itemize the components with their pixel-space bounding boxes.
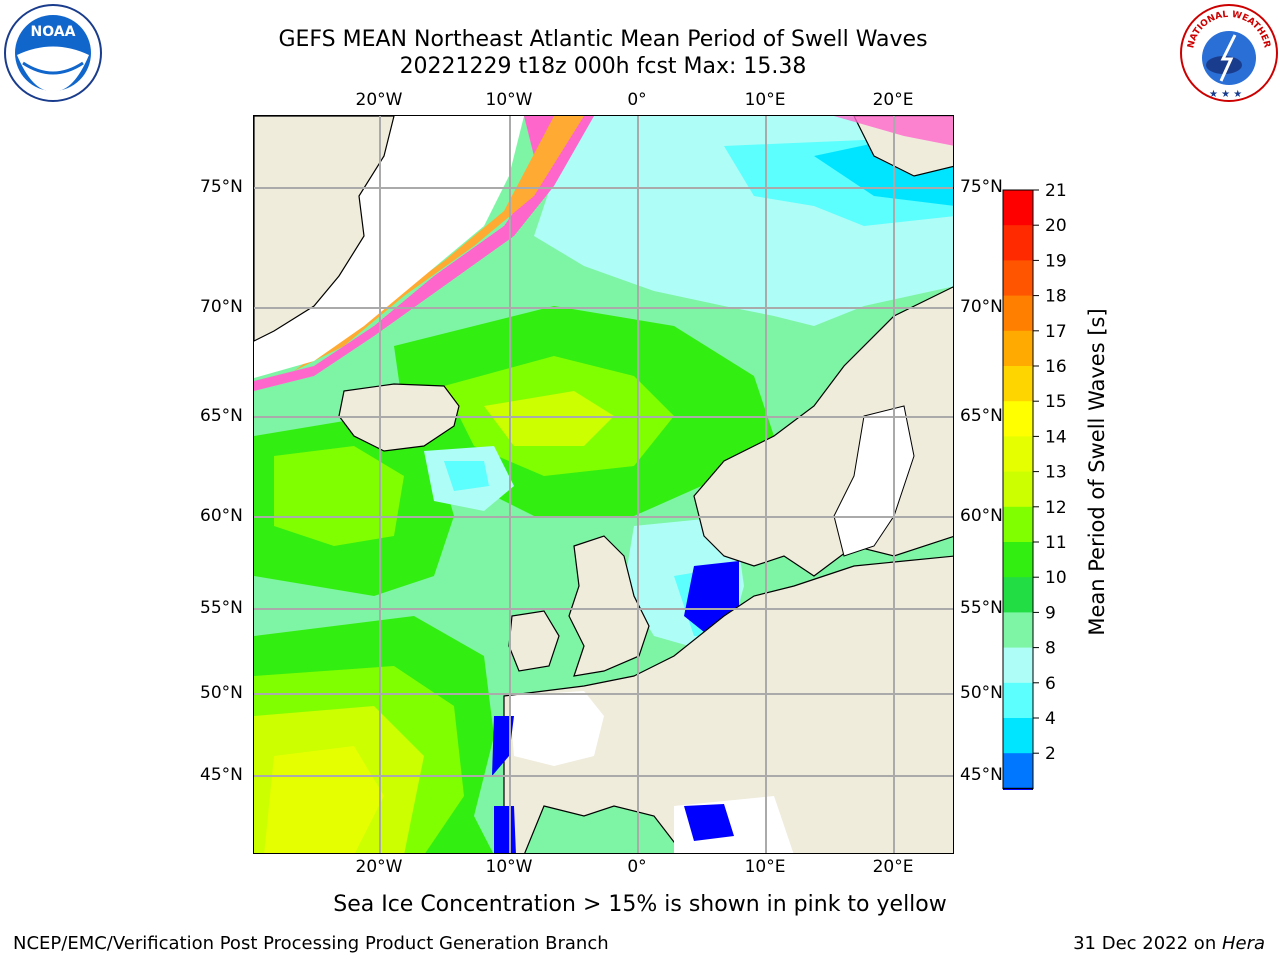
mediterranean-blue xyxy=(684,804,734,841)
biscay-white xyxy=(509,691,604,766)
colorbar-ticks: 21 20 19 18 17 16 15 14 13 12 11 10 9 8 6 4 2 xyxy=(1033,181,1067,764)
colorbar-tick-label: 13 xyxy=(1045,463,1067,483)
lat-label-right-70n: 70°N xyxy=(960,297,1003,317)
lat-label-left-75n: 75°N xyxy=(200,177,243,197)
europe-land xyxy=(503,555,953,853)
colorbar-box xyxy=(1003,682,1033,719)
colorbar-box xyxy=(1003,436,1033,473)
lon-label-top-20w: 20°W xyxy=(355,90,403,110)
colorbar-tick-label: 4 xyxy=(1045,709,1056,729)
colorbar-box xyxy=(1003,718,1033,754)
colorbar-box xyxy=(1003,506,1033,543)
colorbar-tick-label: 10 xyxy=(1045,568,1067,588)
colorbar-box xyxy=(1003,542,1033,578)
lon-label-top-20e: 20°E xyxy=(872,90,914,110)
colorbar-box xyxy=(1003,753,1033,789)
lon-label-bottom-10e: 10°E xyxy=(744,857,786,877)
lat-label-left-50n: 50°N xyxy=(200,683,243,703)
graticule xyxy=(254,116,953,853)
colorbar-tick-label: 2 xyxy=(1045,744,1056,764)
colorbar-box xyxy=(1003,647,1033,684)
colorbar-box xyxy=(1003,225,1033,261)
colorbar-boxes xyxy=(1002,189,1034,790)
colorbar-tick-label: 16 xyxy=(1045,357,1067,377)
colorbar-box xyxy=(1003,401,1033,437)
noaa-logo: NOAA xyxy=(4,4,102,102)
biscay-blue-edge xyxy=(492,716,514,776)
lon-label-bottom-20e: 20°E xyxy=(872,857,914,877)
map-panel xyxy=(253,115,954,854)
map-caption: Sea Ice Concentration > 15% is shown in … xyxy=(333,892,947,917)
colorbar-box xyxy=(1003,330,1033,367)
lat-label-right-60n: 60°N xyxy=(960,506,1003,526)
lat-label-right-45n: 45°N xyxy=(960,765,1003,785)
lat-label-left-55n: 55°N xyxy=(200,598,243,618)
iberia-blue-edge xyxy=(494,806,516,853)
colorbar-tick-label: 14 xyxy=(1045,427,1067,447)
colorbar-title: Mean Period of Swell Waves [s] xyxy=(1085,308,1109,636)
sea-ice-edge-orange xyxy=(294,116,584,371)
colorbar-tick-label: 6 xyxy=(1045,674,1056,694)
colorbar-box xyxy=(1003,260,1033,297)
lon-label-top-10e: 10°E xyxy=(744,90,786,110)
colorbar-box xyxy=(1003,366,1033,402)
lat-label-right-75n: 75°N xyxy=(960,177,1003,197)
swell-period-map xyxy=(254,116,953,853)
lat-label-right-55n: 55°N xyxy=(960,598,1003,618)
lat-label-left-60n: 60°N xyxy=(200,506,243,526)
colorbar-box xyxy=(1003,612,1033,649)
lon-label-bottom-10w: 10°W xyxy=(485,857,533,877)
colorbar-tick-label: 18 xyxy=(1045,287,1067,307)
lat-label-right-50n: 50°N xyxy=(960,683,1003,703)
colorbar-box xyxy=(1003,471,1033,508)
lat-label-left-45n: 45°N xyxy=(200,765,243,785)
greenland-land xyxy=(254,116,395,342)
colorbar-box xyxy=(1003,577,1033,613)
colorbar-tick-label: 8 xyxy=(1045,639,1056,659)
swell-zone-12-13-center xyxy=(484,391,614,446)
footer-right: 31 Dec 2022 on Hera xyxy=(1073,933,1265,954)
great-britain-land xyxy=(568,535,650,677)
nws-logo: NATIONAL WEATHER SERVICE ★ ★ ★ xyxy=(1179,3,1278,102)
footer-left: NCEP/EMC/Verification Post Processing Pr… xyxy=(13,933,609,954)
lon-label-bottom-20w: 20°W xyxy=(355,857,403,877)
colorbar-tick-label: 12 xyxy=(1045,498,1067,518)
nws-stars: ★ ★ ★ xyxy=(1209,89,1242,100)
swell-zone-6-8-faroes xyxy=(444,461,489,491)
footer-machine: Hera xyxy=(1221,933,1265,954)
lat-label-left-65n: 65°N xyxy=(200,406,243,426)
colorbar-box xyxy=(1003,190,1033,226)
colorbar-tick-label: 15 xyxy=(1045,392,1067,412)
colorbar: 21 20 19 18 17 16 15 14 13 12 11 10 9 8 6 4 2 xyxy=(1002,181,1067,790)
lon-label-top-10w: 10°W xyxy=(485,90,533,110)
noaa-logo-text: NOAA xyxy=(31,24,76,40)
colorbar-box xyxy=(1003,295,1033,332)
colorbar-tick-label: 17 xyxy=(1045,322,1067,342)
colorbar-tick-label: 20 xyxy=(1045,216,1067,236)
lon-label-top-0: 0° xyxy=(627,90,647,110)
chart-subtitle: 20221229 t18z 000h fcst Max: 15.38 xyxy=(399,54,807,79)
colorbar-tick-label: 9 xyxy=(1045,603,1056,623)
chart-title: GEFS MEAN Northeast Atlantic Mean Period… xyxy=(278,27,928,52)
lat-label-right-65n: 65°N xyxy=(960,406,1003,426)
footer-date: 31 Dec 2022 on xyxy=(1073,933,1222,954)
colorbar-tick-label: 19 xyxy=(1045,251,1067,271)
colorbar-tick-label: 11 xyxy=(1045,533,1067,553)
colorbar-tick-label: 21 xyxy=(1045,181,1067,201)
colorbar-outline xyxy=(1002,189,1034,789)
lon-label-bottom-0: 0° xyxy=(627,857,647,877)
swell-zone-13-14-southwest xyxy=(264,746,384,853)
swell-zone-11-12-west xyxy=(274,446,404,546)
lat-label-left-70n: 70°N xyxy=(200,297,243,317)
